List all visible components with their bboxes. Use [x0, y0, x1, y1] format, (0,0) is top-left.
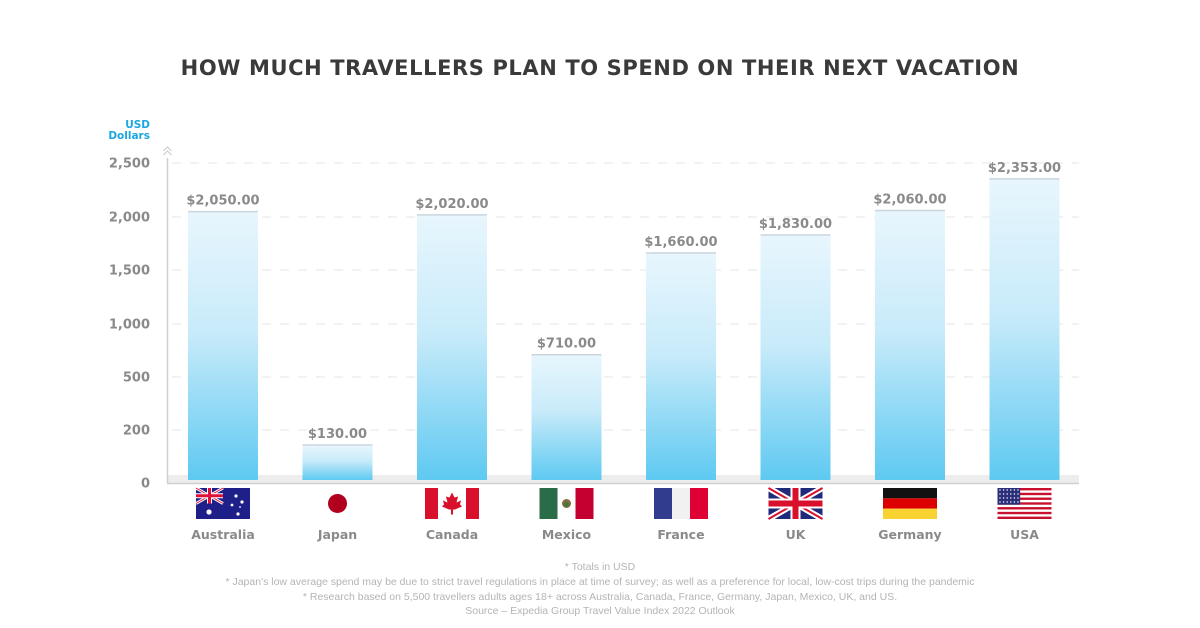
category-label: Japan [317, 527, 357, 542]
value-label: $710.00 [537, 337, 596, 352]
y-tick-label: 1,000 [109, 318, 150, 333]
y-axis-label-name: Dollars [108, 130, 150, 142]
bar [302, 445, 373, 480]
footnote-research: * Research based on 5,500 travellers adu… [302, 591, 898, 603]
chart-title: HOW MUCH TRAVELLERS PLAN TO SPEND ON THE… [180, 56, 1020, 80]
japan-flag-icon [310, 488, 365, 519]
value-label: $1,830.00 [759, 217, 832, 232]
value-label: $2,060.00 [873, 193, 946, 208]
y-tick-label: 500 [123, 371, 150, 386]
y-tick-label: 200 [123, 424, 150, 439]
uk-flag-icon [767, 485, 824, 522]
footnote-japan: * Japan's low average spend may be due t… [225, 576, 975, 588]
mexico-flag-icon [539, 488, 594, 519]
value-label: $1,660.00 [644, 235, 717, 250]
value-label: $2,050.00 [186, 194, 259, 209]
y-tick-label: 2,000 [109, 211, 150, 226]
y-tick-label: 2,500 [109, 157, 150, 172]
baseline-band [167, 475, 1079, 483]
axis-arrow-icon [163, 146, 172, 156]
bar [875, 210, 945, 480]
bar [188, 211, 258, 480]
bar [646, 253, 716, 480]
category-label: Germany [878, 527, 941, 542]
bar [417, 214, 487, 480]
bar [760, 235, 831, 480]
y-axis-label: USD Dollars [100, 120, 150, 142]
bar [989, 178, 1060, 480]
footnote-totals: * Totals in USD [564, 561, 636, 573]
y-tick-label: 1,500 [109, 264, 150, 279]
value-label: $2,353.00 [988, 161, 1061, 176]
category-label: Australia [191, 527, 255, 542]
category-label: France [657, 527, 704, 542]
australia-flag-icon [195, 486, 250, 519]
bar [531, 354, 602, 480]
y-axis-label-unit: USD [125, 119, 150, 131]
footnote-source: Source – Expedia Group Travel Value Inde… [465, 605, 735, 617]
category-label: Canada [426, 527, 478, 542]
usa-flag-icon [997, 488, 1052, 519]
germany-flag-icon [883, 488, 937, 519]
canada-flag-icon [425, 488, 479, 519]
value-label: $2,020.00 [415, 197, 488, 212]
category-label: Mexico [542, 527, 592, 542]
category-label: USA [1010, 527, 1039, 542]
value-label: $130.00 [308, 427, 367, 442]
france-flag-icon [654, 488, 708, 519]
category-label: UK [786, 527, 807, 542]
y-tick-label: 0 [141, 477, 150, 492]
